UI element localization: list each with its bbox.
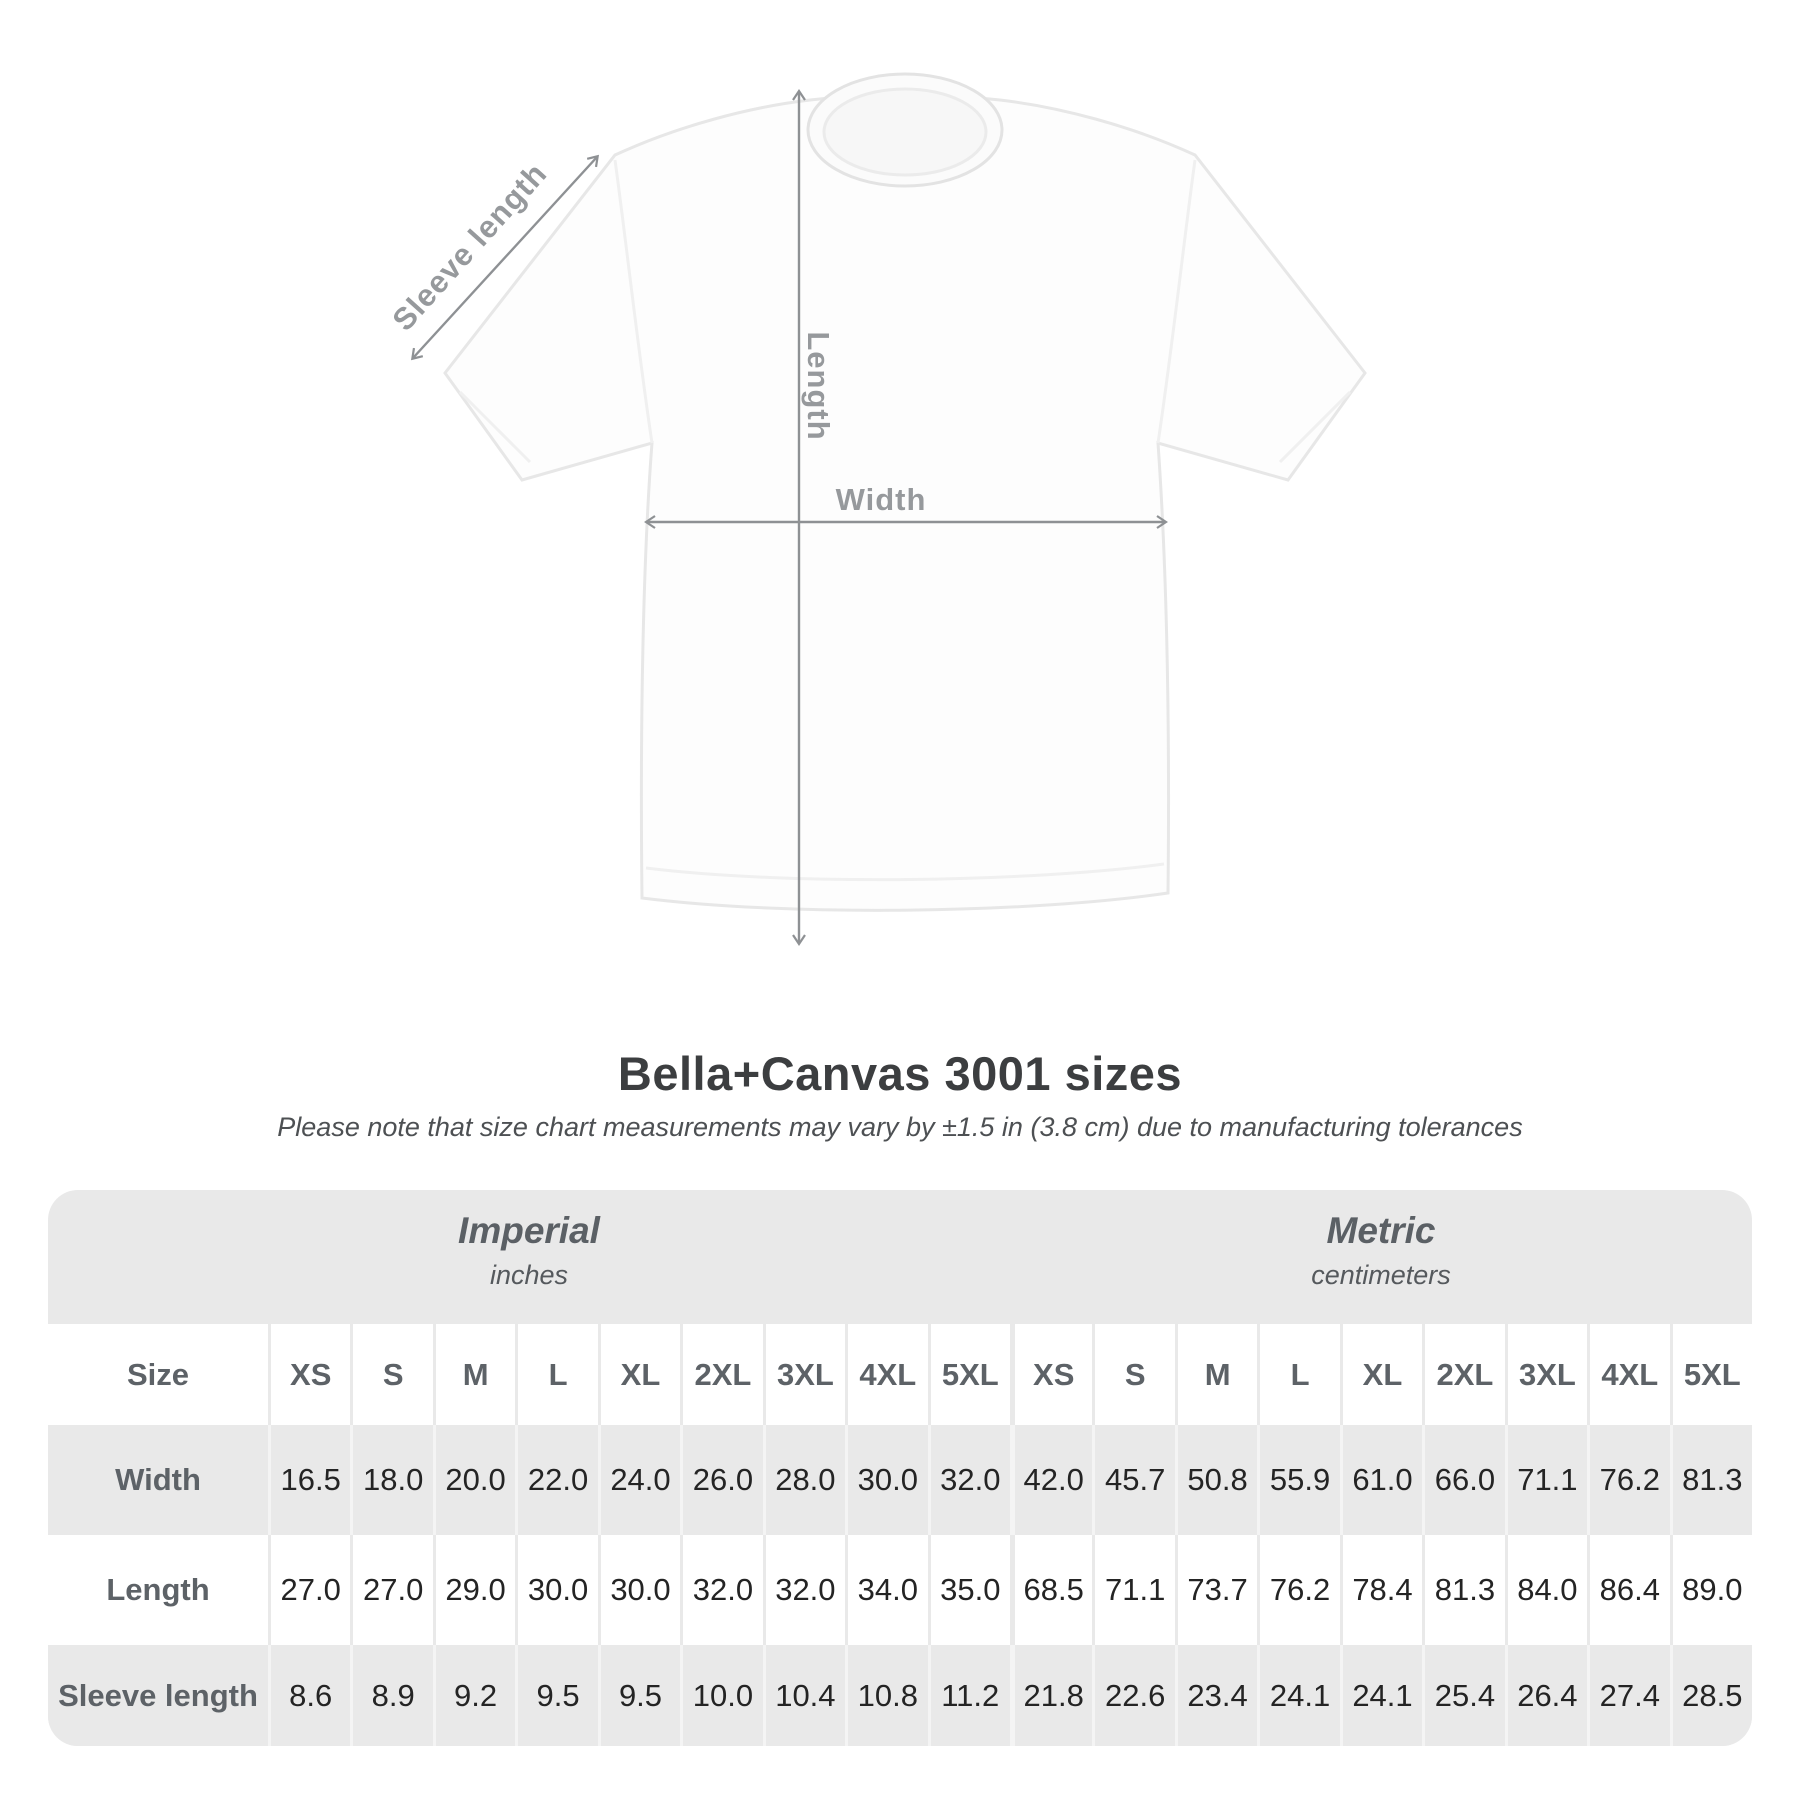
- value-cell: 10.8: [845, 1645, 928, 1746]
- value-cell: 76.2: [1587, 1425, 1670, 1535]
- tshirt-shape: [443, 72, 1367, 912]
- page-title: Bella+Canvas 3001 sizes: [617, 1047, 1183, 1100]
- value-cell: 66.0: [1422, 1425, 1505, 1535]
- value-cell: 78.4: [1339, 1535, 1423, 1645]
- value-cell: 71.1: [1504, 1425, 1588, 1535]
- tshirt-diagram: Sleeve length Length Width: [385, 72, 1367, 946]
- tshirt-illustration: [410, 72, 1367, 946]
- size-header-cell: 2XL: [680, 1324, 763, 1425]
- size-header-cell: XS: [268, 1324, 351, 1425]
- value-cell: 30.0: [845, 1425, 928, 1535]
- value-cell: 35.0: [927, 1535, 1010, 1645]
- value-cell: 32.0: [927, 1425, 1010, 1535]
- size-header-cell: 5XL: [1669, 1324, 1752, 1425]
- size-header-cell: XL: [597, 1324, 681, 1425]
- value-cell: 76.2: [1257, 1535, 1340, 1645]
- value-cell: 71.1: [1092, 1535, 1175, 1645]
- value-cell: 68.5: [1009, 1535, 1093, 1645]
- value-cell: 30.0: [597, 1535, 681, 1645]
- size-header-cell: M: [1174, 1324, 1258, 1425]
- metric-group-header: Metric centimeters: [1010, 1190, 1752, 1324]
- value-cell: 30.0: [515, 1535, 598, 1645]
- size-header-cell: 2XL: [1422, 1324, 1505, 1425]
- metric-group-label: Metric: [1326, 1210, 1436, 1251]
- sleeve-length-arrow: [410, 154, 600, 361]
- value-cell: 28.0: [762, 1425, 846, 1535]
- value-cell: 8.6: [268, 1645, 351, 1746]
- row-label: Length: [48, 1535, 268, 1645]
- value-cell: 25.4: [1422, 1645, 1505, 1746]
- imperial-group-label: Imperial: [458, 1210, 600, 1251]
- value-cell: 84.0: [1504, 1535, 1588, 1645]
- tolerance-note: Please note that size chart measurements…: [277, 1112, 1523, 1142]
- value-cell: 27.0: [268, 1535, 351, 1645]
- value-cell: 26.4: [1504, 1645, 1588, 1746]
- value-cell: 26.0: [680, 1425, 763, 1535]
- value-cell: 45.7: [1092, 1425, 1175, 1535]
- size-header-cell: S: [350, 1324, 433, 1425]
- value-cell: 61.0: [1339, 1425, 1423, 1535]
- value-cell: 22.0: [515, 1425, 598, 1535]
- size-header-cell: 3XL: [762, 1324, 846, 1425]
- value-cell: 24.1: [1257, 1645, 1340, 1746]
- measurement-arrows: [410, 89, 1168, 946]
- value-cell: 10.4: [762, 1645, 846, 1746]
- value-cell: 50.8: [1174, 1425, 1258, 1535]
- size-header-cell: 3XL: [1504, 1324, 1588, 1425]
- size-header-cell: M: [432, 1324, 516, 1425]
- value-cell: 27.4: [1587, 1645, 1670, 1746]
- value-cell: 55.9: [1257, 1425, 1340, 1535]
- size-chart-table: Imperial inches Metric centimeters Size X…: [48, 1190, 1752, 1746]
- length-label: Length: [801, 331, 836, 441]
- row-label: Width: [48, 1425, 268, 1535]
- size-header-cell: L: [1257, 1324, 1340, 1425]
- value-cell: 9.5: [515, 1645, 598, 1746]
- value-cell: 18.0: [350, 1425, 433, 1535]
- size-header-cell: XS: [1009, 1324, 1093, 1425]
- value-cell: 86.4: [1587, 1535, 1670, 1645]
- value-cell: 23.4: [1174, 1645, 1258, 1746]
- size-header-cell: L: [515, 1324, 598, 1425]
- width-label: Width: [835, 482, 927, 517]
- imperial-group-header: Imperial inches: [48, 1190, 1010, 1324]
- value-cell: 24.0: [597, 1425, 681, 1535]
- size-header-cell: 4XL: [845, 1324, 928, 1425]
- value-cell: 9.2: [432, 1645, 516, 1746]
- row-label: Sleeve length: [48, 1645, 268, 1746]
- value-cell: 8.9: [350, 1645, 433, 1746]
- value-cell: 24.1: [1339, 1645, 1423, 1746]
- value-cell: 27.0: [350, 1535, 433, 1645]
- value-cell: 28.5: [1669, 1645, 1752, 1746]
- value-cell: 29.0: [432, 1535, 516, 1645]
- value-cell: 81.3: [1422, 1535, 1505, 1645]
- value-cell: 16.5: [268, 1425, 351, 1535]
- value-cell: 10.0: [680, 1645, 763, 1746]
- size-header-cell: 5XL: [927, 1324, 1010, 1425]
- value-cell: 34.0: [845, 1535, 928, 1645]
- value-cell: 20.0: [432, 1425, 516, 1535]
- size-header-cell: 4XL: [1587, 1324, 1670, 1425]
- size-header-cell: S: [1092, 1324, 1175, 1425]
- metric-group-unit: centimeters: [1311, 1260, 1451, 1290]
- size-chart-grid: Size XS S M L XL 2XL 3XL 4XL 5XL XS S M L XL 2XL 3XL 4XL 5…: [48, 1324, 1752, 1746]
- value-cell: 89.0: [1669, 1535, 1752, 1645]
- imperial-group-unit: inches: [489, 1260, 569, 1290]
- value-cell: 22.6: [1092, 1645, 1175, 1746]
- value-cell: 81.3: [1669, 1425, 1752, 1535]
- value-cell: 32.0: [680, 1535, 763, 1645]
- value-cell: 9.5: [597, 1645, 681, 1746]
- size-header-cell: XL: [1339, 1324, 1423, 1425]
- unit-group-header: Imperial inches Metric centimeters: [48, 1190, 1752, 1324]
- value-cell: 42.0: [1009, 1425, 1093, 1535]
- size-column-header: Size: [48, 1324, 268, 1425]
- value-cell: 11.2: [927, 1645, 1010, 1746]
- value-cell: 32.0: [762, 1535, 846, 1645]
- value-cell: 21.8: [1009, 1645, 1093, 1746]
- value-cell: 73.7: [1174, 1535, 1258, 1645]
